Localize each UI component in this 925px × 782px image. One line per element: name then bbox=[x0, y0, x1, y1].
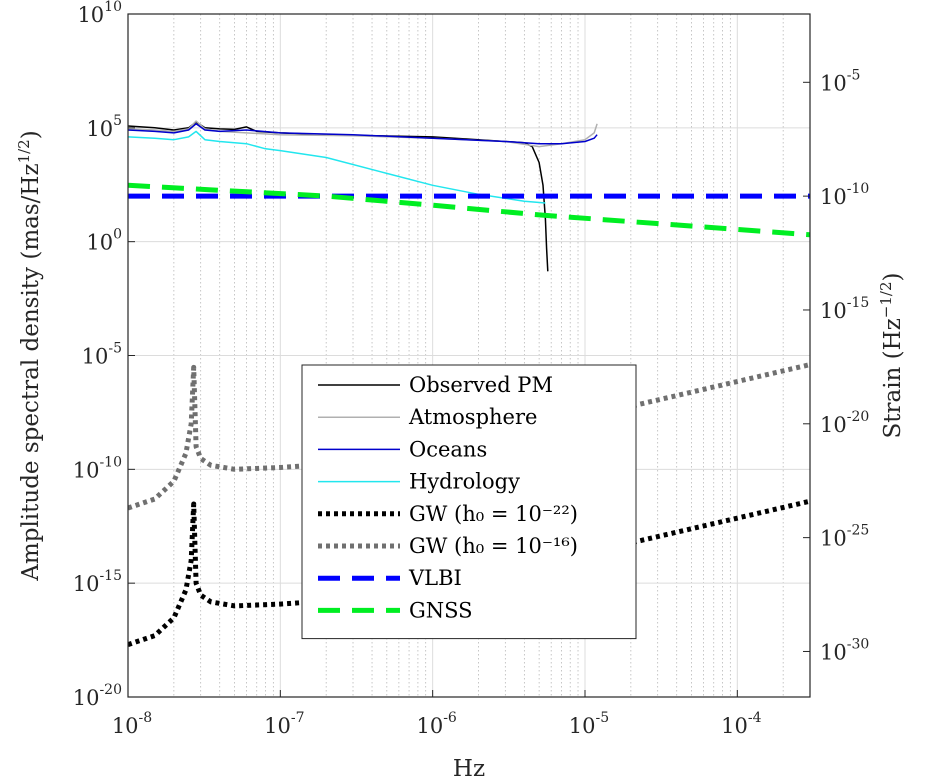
y-tick-label: 10-20 bbox=[73, 682, 122, 710]
series-line bbox=[128, 498, 810, 647]
y2-tick-label: 10-20 bbox=[820, 409, 869, 437]
x-tick-label: 10-5 bbox=[569, 710, 609, 738]
y-axis-label-main: Amplitude spectral density (mas/Hz bbox=[18, 163, 44, 581]
y-axis-right: 10-30 10-25 10-20 10-15 10-10 10-5 bbox=[803, 67, 869, 664]
legend-label: Hydrology bbox=[409, 470, 520, 494]
y-axis-label-close: ) bbox=[18, 130, 44, 139]
series-line bbox=[128, 362, 810, 511]
legend-label: Atmosphere bbox=[408, 405, 537, 429]
y2-tick-label: 10-15 bbox=[820, 295, 869, 323]
y2-tick-label: 10-10 bbox=[820, 181, 869, 209]
series-line bbox=[128, 123, 598, 145]
legend-label: Observed PM bbox=[409, 373, 553, 397]
y2-tick-label: 10-5 bbox=[820, 67, 860, 95]
y2-axis-label-close: ) bbox=[880, 272, 906, 281]
legend-box bbox=[301, 364, 637, 640]
legend-label: VLBI bbox=[408, 566, 462, 590]
x-axis-label: Hz bbox=[453, 756, 485, 782]
x-axis: 10-8 10-7 10-6 10-5 10-4 bbox=[112, 690, 762, 738]
plot-area bbox=[128, 120, 810, 647]
y-tick-label: 1010 bbox=[77, 0, 122, 27]
x-tick-label: 10-6 bbox=[416, 710, 456, 738]
x-tick-label: 10-4 bbox=[721, 710, 761, 738]
legend-label: Oceans bbox=[409, 437, 487, 461]
y-tick-label: 105 bbox=[86, 113, 122, 141]
x-tick-label: 10-8 bbox=[112, 710, 152, 738]
y-tick-label: 10-10 bbox=[73, 454, 122, 482]
y-axis-label: Amplitude spectral density (mas/Hz1/2) bbox=[15, 130, 44, 581]
y-axis-left: 10-20 10-15 10-10 10-5 100 105 1010 bbox=[73, 0, 135, 710]
y2-axis-label: Strain (Hz−1/2) bbox=[877, 272, 906, 438]
legend-label: GNSS bbox=[409, 598, 473, 622]
y-axis-label-exponent: 1/2 bbox=[15, 139, 33, 163]
y-tick-label: 10-15 bbox=[73, 568, 122, 596]
y2-axis-label-main: Strain (Hz bbox=[880, 318, 906, 438]
series-line bbox=[128, 130, 546, 204]
y-tick-label: 10-5 bbox=[82, 341, 122, 369]
legend-label: GW (h₀ = 10⁻¹⁶) bbox=[409, 534, 578, 558]
legend: Observed PM Atmosphere Oceans Hydrology GW (… bbox=[301, 364, 637, 640]
legend-label: GW (h₀ = 10⁻²²) bbox=[409, 502, 578, 526]
y2-axis-label-exponent: −1/2 bbox=[877, 281, 895, 318]
y-tick-label: 100 bbox=[86, 227, 122, 255]
y2-tick-label: 10-25 bbox=[820, 523, 869, 551]
y2-tick-label: 10-30 bbox=[820, 636, 869, 664]
x-tick-label: 10-7 bbox=[264, 710, 304, 738]
